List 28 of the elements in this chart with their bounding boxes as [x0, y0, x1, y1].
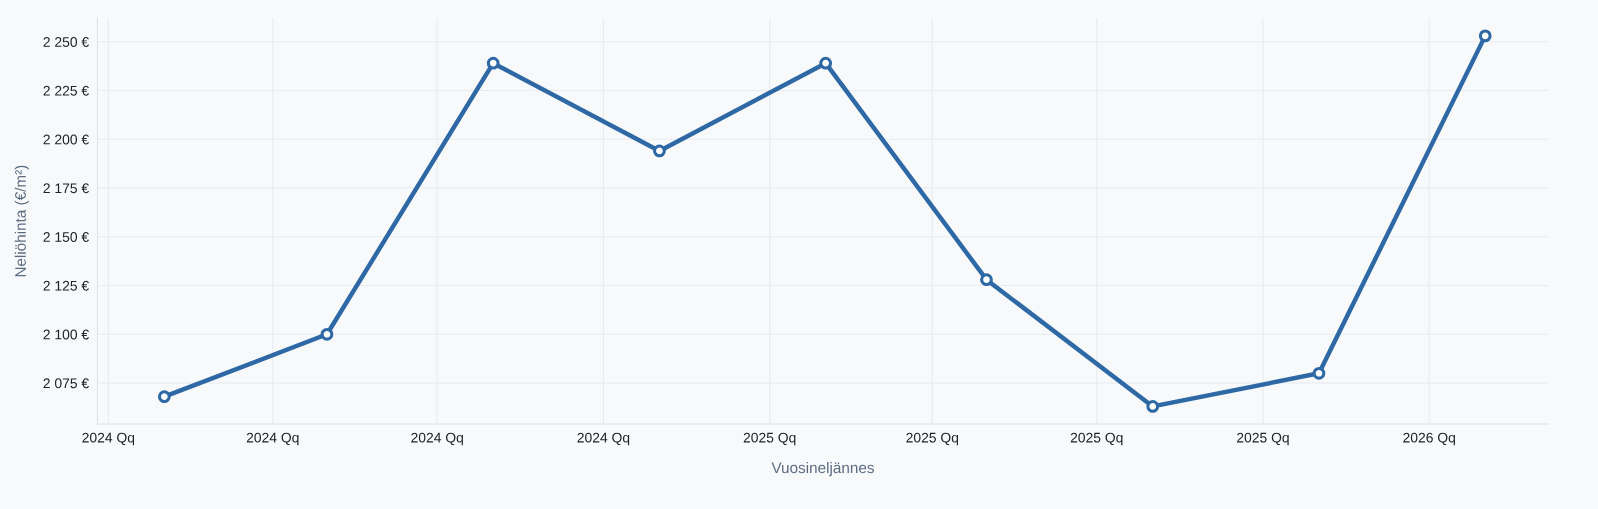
- point: [486, 56, 500, 70]
- y-tick-label: 2 225 €: [43, 85, 89, 96]
- point: [980, 273, 993, 287]
- x-tick-label: 2025 Qq: [1237, 432, 1289, 446]
- point: [157, 390, 171, 404]
- point: [1312, 366, 1326, 380]
- point: [1146, 400, 1160, 413]
- y-tick-label: 2 250 €: [43, 37, 89, 47]
- x-tick-label: 2024 Qq: [577, 432, 630, 446]
- x-tick-label: 2024 Qq: [82, 432, 135, 446]
- y-tick-label: 2 200 €: [43, 134, 89, 145]
- point: [819, 56, 833, 70]
- y-axis-title: Neliöhinta (€/m²): [14, 165, 29, 277]
- x-axis-title: Vuosineljännes: [771, 461, 874, 477]
- point: [320, 327, 334, 341]
- y-tick-label: 2 175 €: [43, 183, 89, 194]
- y-tick-label: 2 150 €: [43, 232, 89, 242]
- x-tick-label: 2026 Qq: [1403, 432, 1455, 446]
- x-tick-label: 2024 Qq: [246, 432, 299, 446]
- y-tick-label: 2 125 €: [43, 280, 89, 291]
- x-tick-label: 2025 Qq: [906, 432, 959, 446]
- y-tick-label: 2 100 €: [43, 329, 89, 340]
- x-tick-label: 2025 Qq: [743, 432, 796, 446]
- x-tick-label: 2025 Qq: [1070, 432, 1123, 446]
- point: [653, 144, 666, 158]
- x-tick-label: 2024 Qq: [411, 432, 463, 446]
- point: [1478, 29, 1492, 43]
- y-tick-label: 2 075 €: [43, 378, 89, 389]
